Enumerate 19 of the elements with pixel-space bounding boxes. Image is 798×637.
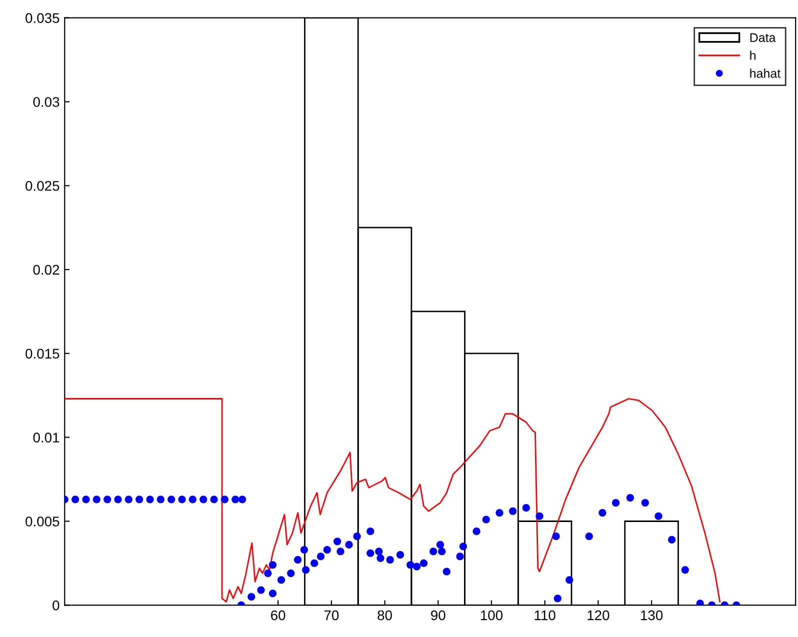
y-tick-label: 0.02 xyxy=(33,264,60,275)
x-tick-label: 110 xyxy=(534,610,556,620)
x-tick-label: 130 xyxy=(641,610,663,620)
x-tick-label: 100 xyxy=(480,610,503,620)
y-tick-label: 0.025 xyxy=(26,180,60,191)
x-tick-label: 80 xyxy=(378,610,392,620)
y-tick-label: 0.005 xyxy=(26,516,60,526)
y-tick-label: 0.01 xyxy=(33,432,60,443)
legend-label: h xyxy=(750,50,756,60)
x-tick-label: 70 xyxy=(324,610,339,620)
y-tick-label: 0 xyxy=(52,600,60,610)
y-tick-label: 0.03 xyxy=(33,97,60,107)
x-tick-label: 120 xyxy=(588,610,610,620)
y-tick-label: 0.035 xyxy=(26,13,60,24)
legend-label: Data xyxy=(750,33,776,42)
x-tick-label: 90 xyxy=(431,610,446,620)
y-tick-label: 0.015 xyxy=(26,348,60,359)
x-tick-label: 60 xyxy=(271,610,286,620)
legend-label: hahat xyxy=(750,68,781,78)
